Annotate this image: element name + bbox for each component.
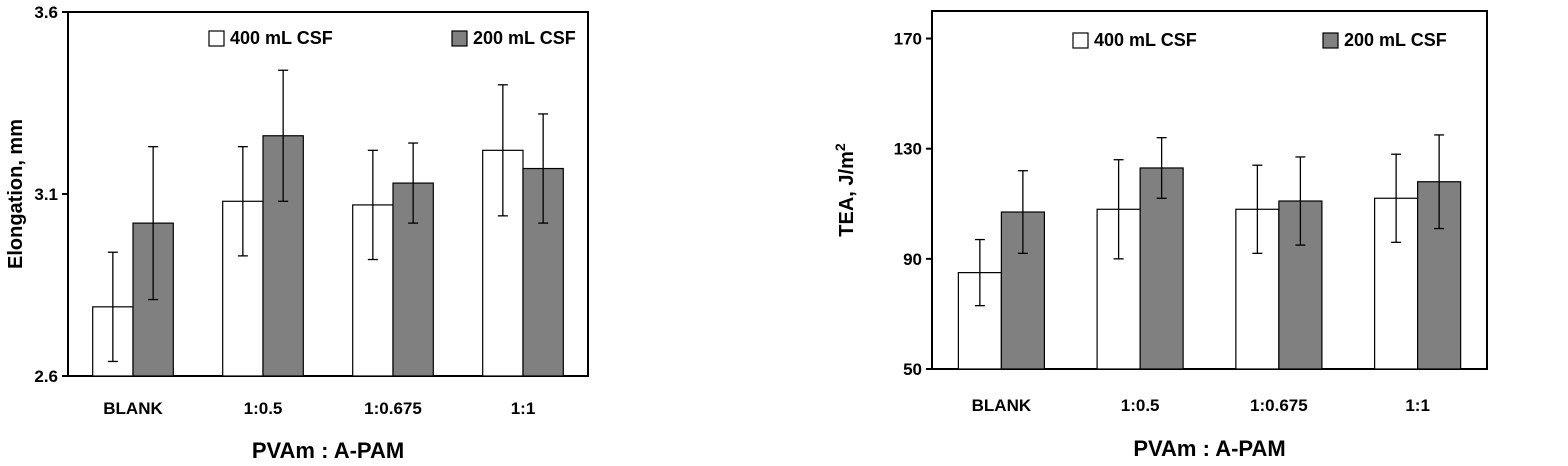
x-tick-label: BLANK [103,399,163,418]
legend-label: 400 mL CSF [230,28,333,48]
x-tick-label: 1:0.675 [364,399,422,418]
y-tick-label: 130 [894,140,922,159]
y-tick-label: 50 [903,360,922,379]
x-tick-label: 1:1 [511,399,536,418]
y-tick-label: 90 [903,250,922,269]
x-tick-label: BLANK [972,396,1032,415]
y-axis-label-superscript: 2 [832,143,848,151]
x-tick-label: 1:0.5 [244,399,283,418]
legend-label: 200 mL CSF [1344,30,1447,50]
legend-swatch [1072,32,1089,49]
x-axis-label: PVAm : A-PAM [1133,436,1285,461]
legend-swatch [451,30,468,47]
x-tick-label: 1:0.675 [1250,396,1308,415]
elongation-chart: 2.6 3.1 3.6 BLANK 1:0.5 1:0.675 1:1 PVAm : A-PA… [5,3,589,463]
legend-label: 200 mL CSF [473,28,576,48]
y-tick-label: 3.1 [34,185,58,204]
y-axis-label: TEA, J/m2 [832,143,858,237]
plot-frame [931,10,1488,370]
y-axis-label: Elongation, mm [5,119,27,269]
legend-swatch [1322,32,1339,49]
y-tick-label: 2.6 [34,367,58,386]
tea-chart: 50 90 130 170 BLANK 1:0.5 1:0.675 1:1 PVAm : A-P… [832,10,1488,461]
bar [1139,167,1184,370]
legend-label: 400 mL CSF [1094,30,1197,50]
legend-swatch [208,30,225,47]
y-tick-label: 3.6 [34,3,58,22]
x-axis-label: PVAm : A-PAM [252,438,404,463]
y-tick-label: 170 [894,30,922,49]
y-axis-label-text: TEA, J/m [836,151,858,237]
x-tick-label: 1:1 [1405,396,1430,415]
x-tick-label: 1:0.5 [1121,396,1160,415]
y-axis-label-text: Elongation, mm [5,119,27,269]
